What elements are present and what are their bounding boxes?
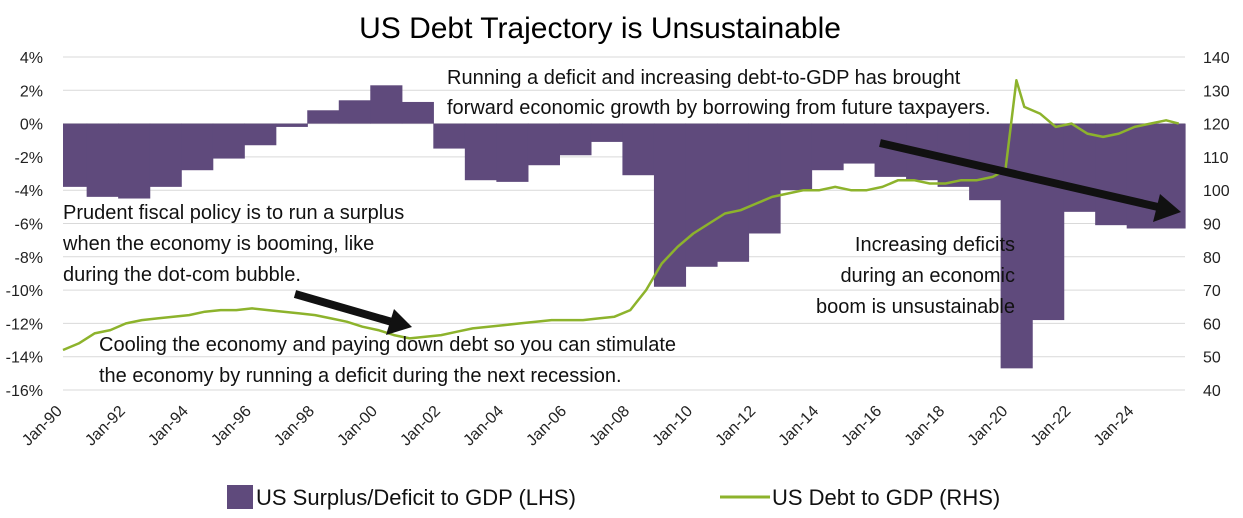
y-right-tick-label: 130 bbox=[1203, 83, 1230, 100]
y-left-tick-label: 2% bbox=[20, 83, 43, 100]
deficit-bar bbox=[590, 123, 624, 142]
x-tick-label: Jan-92 bbox=[82, 403, 129, 450]
legend-label-deficit: US Surplus/Deficit to GDP (LHS) bbox=[256, 485, 576, 510]
annotations: Running a deficit and increasing debt-to… bbox=[62, 67, 1181, 387]
legend-swatch-deficit bbox=[227, 485, 253, 509]
x-tick-label: Jan-16 bbox=[839, 403, 886, 450]
deficit-bar bbox=[1126, 123, 1159, 229]
deficit-bar bbox=[149, 123, 182, 187]
y-left-tick-label: -8% bbox=[15, 250, 43, 267]
deficit-bar bbox=[496, 123, 529, 182]
deficit-bar bbox=[843, 123, 876, 164]
deficit-bar bbox=[244, 123, 277, 146]
annotation-top-line-1: Running a deficit and increasing debt-to… bbox=[447, 67, 961, 89]
y-left-tick-label: -16% bbox=[6, 383, 43, 400]
y-left-tick-label: -12% bbox=[6, 316, 43, 333]
deficit-bar bbox=[118, 123, 151, 199]
x-tick-label: Jan-90 bbox=[19, 403, 66, 450]
annotation-right-line-3: boom is unsustainable bbox=[816, 296, 1015, 318]
x-tick-label: Jan-98 bbox=[271, 403, 318, 450]
y-right-tick-label: 90 bbox=[1203, 217, 1221, 234]
deficit-bar bbox=[780, 123, 813, 191]
deficit-bar bbox=[338, 100, 371, 124]
deficit-bar bbox=[811, 123, 844, 171]
legend-label-debt: US Debt to GDP (RHS) bbox=[772, 485, 1000, 510]
y-right-tick-label: 70 bbox=[1203, 283, 1221, 300]
left-y-axis: 4% 2% 0% -2% -4% -6% -8% -10% -12% -14% -16% bbox=[6, 50, 43, 400]
y-left-tick-label: 0% bbox=[20, 117, 43, 134]
x-tick-label: Jan-02 bbox=[397, 403, 444, 450]
y-left-tick-label: 4% bbox=[20, 50, 43, 67]
x-tick-label: Jan-10 bbox=[650, 403, 697, 450]
x-tick-label: Jan-04 bbox=[460, 403, 507, 450]
annotation-left-line-3: during the dot-com bubble. bbox=[63, 264, 301, 286]
deficit-bar bbox=[559, 123, 592, 156]
annotation-bottom-line-2: the economy by running a deficit during … bbox=[99, 365, 622, 387]
y-right-tick-label: 80 bbox=[1203, 250, 1221, 267]
deficit-bar bbox=[63, 123, 88, 187]
annotation-top-line-2: forward economic growth by borrowing fro… bbox=[447, 97, 991, 119]
annotation-right-line-2: during an economic bbox=[840, 265, 1015, 287]
right-y-axis: 140 130 120 110 100 90 80 70 60 50 40 bbox=[1203, 50, 1230, 400]
x-tick-label: Jan-18 bbox=[902, 403, 949, 450]
x-tick-label: Jan-20 bbox=[965, 403, 1012, 450]
deficit-bar bbox=[401, 101, 434, 124]
x-tick-label: Jan-06 bbox=[523, 403, 570, 450]
deficit-bar bbox=[1063, 123, 1096, 212]
deficit-bar bbox=[212, 123, 245, 159]
x-tick-label: Jan-22 bbox=[1028, 403, 1075, 450]
annotation-left-line-1: Prudent fiscal policy is to run a surplu… bbox=[63, 202, 404, 224]
x-axis: Jan-90 Jan-92 Jan-94 Jan-96 Jan-98 Jan-00 Jan-… bbox=[19, 403, 1137, 450]
deficit-area-series bbox=[63, 85, 1186, 369]
deficit-bar bbox=[181, 123, 214, 171]
deficit-bar bbox=[86, 123, 119, 197]
x-tick-label: Jan-08 bbox=[587, 403, 634, 450]
y-left-tick-label: -14% bbox=[6, 350, 43, 367]
legend: US Surplus/Deficit to GDP (LHS) US Debt … bbox=[227, 485, 1000, 510]
deficit-bar bbox=[748, 123, 781, 234]
annotation-bottom-line-1: Cooling the economy and paying down debt… bbox=[99, 334, 676, 356]
arrow-dotcom bbox=[293, 290, 412, 335]
x-tick-label: Jan-96 bbox=[208, 403, 255, 450]
y-right-tick-label: 50 bbox=[1203, 350, 1221, 367]
deficit-bar bbox=[275, 123, 308, 127]
deficit-bar bbox=[622, 123, 655, 176]
y-right-tick-label: 60 bbox=[1203, 316, 1221, 333]
arrow-boom bbox=[879, 139, 1181, 222]
deficit-bar bbox=[307, 110, 340, 124]
y-left-tick-label: -2% bbox=[15, 150, 43, 167]
y-right-tick-label: 120 bbox=[1203, 117, 1230, 134]
deficit-bar bbox=[464, 123, 497, 181]
x-tick-label: Jan-12 bbox=[713, 403, 760, 450]
deficit-bar bbox=[1032, 123, 1065, 321]
deficit-bar bbox=[716, 123, 750, 262]
y-right-tick-label: 140 bbox=[1203, 50, 1230, 67]
y-left-tick-label: -6% bbox=[15, 217, 43, 234]
chart-title: US Debt Trajectory is Unsustainable bbox=[359, 12, 841, 45]
y-right-tick-label: 110 bbox=[1203, 150, 1229, 167]
annotation-left-line-2: when the economy is booming, like bbox=[62, 233, 374, 255]
deficit-bar bbox=[370, 85, 403, 124]
x-tick-label: Jan-24 bbox=[1091, 403, 1138, 450]
y-left-tick-label: -4% bbox=[15, 183, 43, 200]
deficit-bar bbox=[685, 123, 718, 267]
deficit-bar bbox=[1095, 123, 1128, 226]
y-right-tick-label: 40 bbox=[1203, 383, 1221, 400]
y-right-tick-label: 100 bbox=[1203, 183, 1230, 200]
deficit-bar bbox=[653, 123, 687, 287]
y-left-tick-label: -10% bbox=[6, 283, 43, 300]
x-tick-label: Jan-14 bbox=[776, 403, 823, 450]
deficit-bar bbox=[433, 123, 466, 149]
x-tick-label: Jan-94 bbox=[145, 403, 192, 450]
deficit-bar bbox=[527, 123, 560, 166]
x-tick-label: Jan-00 bbox=[334, 403, 381, 450]
annotation-right-line-1: Increasing deficits bbox=[855, 234, 1015, 256]
